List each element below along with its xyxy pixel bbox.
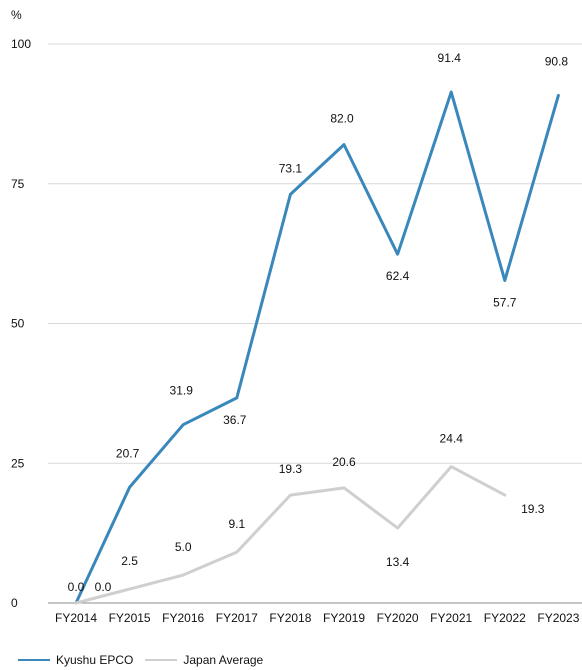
legend-item-japan-average: Japan Average [145, 653, 263, 667]
data-label-japan-average: 20.6 [332, 455, 356, 469]
x-tick-label: FY2014 [55, 611, 97, 625]
series-line-japan-average [74, 465, 507, 605]
data-label-japan-average: 19.3 [279, 462, 303, 476]
data-label-japan-average: 0.0 [95, 580, 112, 594]
data-label-japan-average: 24.4 [440, 432, 464, 446]
y-tick-label: 25 [11, 456, 25, 470]
line-chart: % 0 25 50 75 100 FY2014 FY2015 FY2016 FY2017 FY201… [11, 8, 582, 625]
legend-swatch-kyushu-epco [18, 659, 50, 661]
data-label-kyushu-epco: 31.9 [170, 384, 194, 398]
data-label-japan-average: 13.4 [386, 555, 410, 569]
x-tick-label: FY2021 [430, 611, 472, 625]
x-tick-label: FY2018 [269, 611, 311, 625]
data-label-japan-average: 5.0 [175, 540, 192, 554]
data-label-kyushu-epco: 91.4 [438, 51, 462, 65]
x-tick-label: FY2015 [109, 611, 151, 625]
data-label-kyushu-epco: 73.1 [279, 161, 303, 175]
y-tick-label: 0 [11, 596, 18, 610]
data-label-kyushu-epco: 36.7 [223, 413, 247, 427]
data-label-japan-average: 19.3 [521, 502, 545, 516]
legend-label-japan-average: Japan Average [183, 653, 264, 667]
x-tick-label: FY2023 [537, 611, 579, 625]
legend-label-kyushu-epco: Kyushu EPCO [56, 653, 134, 667]
data-label-kyushu-epco: 0.0 [68, 580, 85, 594]
data-label-kyushu-epco: 82.0 [330, 112, 354, 126]
data-label-kyushu-epco: 90.8 [545, 54, 569, 68]
data-label-japan-average: 9.1 [228, 517, 245, 531]
x-tick-label: FY2019 [323, 611, 365, 625]
y-tick-label: 75 [11, 177, 25, 191]
legend: Kyushu EPCO Japan Average [18, 653, 263, 667]
x-tick-label: FY2017 [216, 611, 258, 625]
y-tick-label: 50 [11, 317, 25, 331]
series-line-kyushu-epco [74, 90, 560, 605]
y-axis-unit-label: % [11, 8, 22, 22]
legend-swatch-japan-average [145, 659, 178, 661]
x-tick-label: FY2022 [484, 611, 526, 625]
data-label-kyushu-epco: 20.7 [116, 446, 140, 460]
data-label-japan-average: 2.5 [121, 554, 138, 568]
y-tick-label: 100 [11, 37, 31, 51]
x-tick-label: FY2020 [377, 611, 419, 625]
legend-item-kyushu-epco: Kyushu EPCO [18, 653, 133, 667]
x-tick-label: FY2016 [162, 611, 204, 625]
data-label-kyushu-epco: 62.4 [386, 269, 410, 283]
data-label-kyushu-epco: 57.7 [493, 295, 517, 309]
